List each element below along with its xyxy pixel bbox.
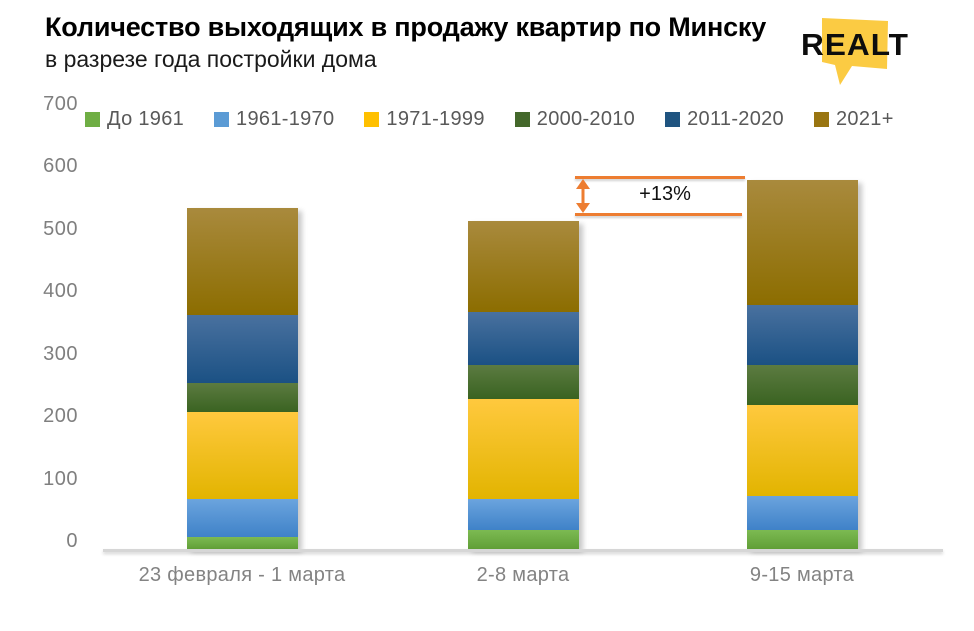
legend-swatch [514, 112, 530, 127]
bar-segment [746, 495, 858, 531]
legend-swatch [665, 112, 681, 127]
bar-segment [186, 499, 298, 537]
legend-label: До 1961 [107, 108, 185, 130]
bar-segment [467, 220, 579, 312]
legend-item-1: 1961-1970 [214, 108, 334, 131]
annotation-double-arrow-icon [576, 179, 590, 213]
bar-segment [186, 208, 298, 315]
x-axis-line [103, 549, 943, 552]
annotation-top-line [575, 176, 745, 179]
chart-legend: До 1961 1961-1970 1971-1999 2000-2010 2011-2… [85, 108, 894, 131]
bar-segment [467, 311, 579, 365]
chart-subtitle: в разрезе года постройки дома [45, 46, 377, 72]
x-category-label: 23 февраля - 1 марта [138, 564, 346, 586]
stacked-bar-2 [746, 180, 858, 549]
y-tick-label: 300 [43, 342, 78, 365]
x-category-label: 2-8 марта [476, 564, 570, 586]
legend-item-4: 2011-2020 [665, 108, 784, 131]
bar-segment [186, 314, 298, 384]
y-tick-label: 500 [43, 217, 78, 240]
bar-segment [186, 383, 298, 412]
y-tick-label: 700 [43, 92, 78, 115]
bar-segment [467, 399, 579, 499]
legend-swatch [814, 112, 829, 127]
legend-label: 2021+ [836, 108, 894, 130]
chart-title: Количество выходящих в продажу квартир п… [45, 12, 767, 42]
bar-segment [467, 364, 579, 399]
y-tick-label: 0 [66, 530, 78, 552]
legend-swatch [364, 112, 380, 127]
legend-label: 2011-2020 [687, 108, 784, 130]
legend-label: 2000-2010 [536, 108, 636, 130]
y-tick-label: 200 [43, 405, 78, 427]
bar-segment [186, 536, 298, 549]
bar-segment [467, 530, 579, 549]
y-tick-label: 600 [43, 155, 78, 177]
realt-logo: REALT [801, 18, 909, 85]
realt-logo-text: REALT [801, 27, 909, 62]
y-tick-label: 100 [43, 467, 78, 490]
stacked-bar-0 [186, 208, 298, 549]
legend-item-5: 2021+ [814, 108, 894, 131]
x-category-label: 9-15 марта [749, 564, 855, 586]
annotation-label: +13% [639, 183, 691, 205]
legend-label: 1971-1999 [386, 108, 485, 130]
realt-logo-bubble [822, 18, 888, 85]
legend-label: 1961-1970 [236, 108, 335, 130]
legend-item-2: 1971-1999 [364, 108, 484, 131]
legend-swatch [214, 112, 230, 127]
legend-item-3: 2000-2010 [514, 108, 636, 131]
bar-segment [746, 180, 858, 306]
bar-segment [186, 411, 298, 499]
bar-segment [746, 530, 858, 549]
stacked-bar-1 [467, 220, 579, 549]
bar-segment [467, 499, 579, 531]
annotation-bottom-line [575, 213, 742, 216]
y-tick-label: 400 [43, 280, 78, 302]
legend-swatch [85, 112, 100, 127]
legend-item-0: До 1961 [85, 108, 184, 131]
bar-segment [746, 364, 858, 406]
bar-segment [746, 405, 858, 496]
bar-segment [746, 305, 858, 365]
